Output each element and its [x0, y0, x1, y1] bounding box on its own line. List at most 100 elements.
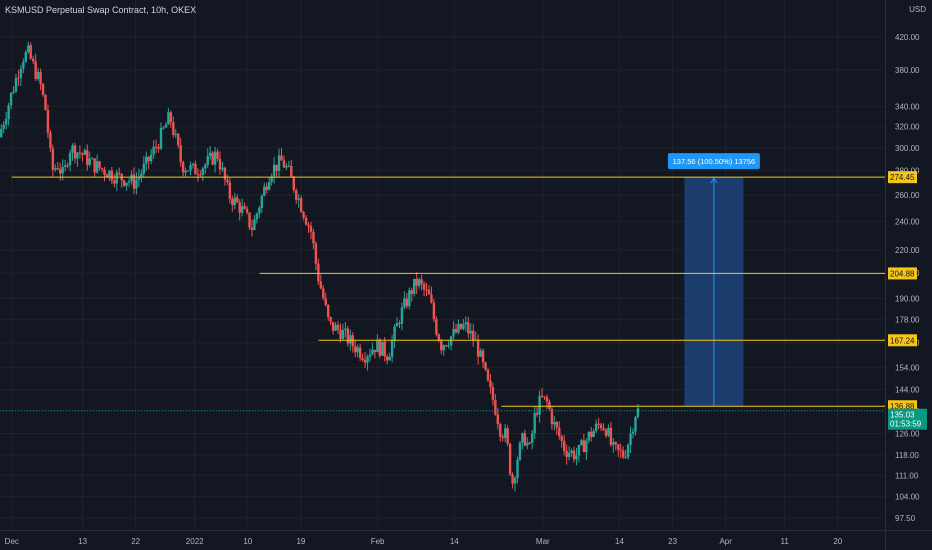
candle-body [216, 151, 219, 159]
candle-body [580, 440, 583, 445]
candle-body [592, 430, 595, 437]
candle-body [132, 174, 136, 189]
candle-body [346, 328, 350, 344]
candle-body [378, 339, 382, 356]
candle-body [240, 206, 244, 213]
currency-label[interactable]: USD [909, 5, 926, 14]
candle-body [196, 174, 200, 176]
candle-body [169, 112, 173, 123]
candle-body [31, 58, 35, 62]
candle-body [452, 328, 455, 337]
candle-body [555, 422, 559, 428]
candle-body [265, 186, 268, 190]
candle-body [267, 181, 271, 190]
candle-body [295, 190, 298, 200]
candle-body [612, 442, 615, 445]
candle-body [516, 459, 519, 478]
candlestick-series [0, 41, 640, 492]
candle-body [629, 433, 632, 445]
candle-body [9, 92, 13, 106]
candle-body [444, 345, 448, 347]
candle-body [570, 450, 573, 454]
candle-body [304, 217, 308, 225]
candle-body [154, 146, 158, 148]
candle-body [526, 442, 529, 446]
candle-body [390, 340, 394, 357]
level-price-label: 167.24 [890, 336, 915, 345]
last-price-tag [888, 408, 927, 430]
candle-body [297, 198, 300, 200]
candle-body [481, 350, 485, 363]
candle-body [604, 429, 608, 436]
candle-body [29, 45, 32, 59]
y-tick-label: 144.00 [895, 386, 920, 395]
candle-body [540, 395, 544, 397]
candle-body [167, 112, 170, 125]
candle-body [356, 347, 359, 353]
candle-body [88, 158, 91, 165]
candle-body [334, 324, 337, 331]
candle-body [149, 154, 153, 162]
candle-body [174, 133, 177, 135]
candle-body [440, 340, 443, 351]
candle-body [420, 279, 423, 284]
candle-body [312, 231, 315, 244]
candle-body [558, 427, 561, 437]
y-tick-label: 97.50 [895, 514, 916, 523]
candle-body [609, 427, 613, 445]
candle-body [447, 345, 450, 347]
x-tick-label: Apr [719, 537, 732, 546]
candle-body [344, 328, 347, 331]
candle-body [590, 431, 593, 437]
candle-body [472, 330, 475, 341]
candle-body [560, 436, 563, 441]
bar-countdown-label: 01:53:59 [890, 420, 922, 429]
level-price-label: 274.45 [890, 173, 915, 182]
candle-body [562, 440, 566, 451]
last-price-label: 135.03 [890, 411, 915, 420]
candle-body [233, 197, 236, 205]
candle-body [275, 164, 278, 172]
candle-body [489, 380, 492, 388]
y-tick-label: 280.00 [895, 167, 920, 176]
measure-label-box [667, 153, 760, 170]
candle-body [137, 176, 141, 180]
x-tick-label: 14 [615, 537, 624, 546]
candle-body [538, 395, 541, 415]
candle-body [93, 158, 96, 173]
candle-body [260, 195, 264, 208]
candle-body [194, 163, 197, 175]
candle-body [508, 443, 512, 475]
candle-body [280, 155, 283, 161]
candle-body [290, 165, 293, 177]
candle-body [499, 424, 502, 437]
candle-body [130, 174, 133, 182]
y-tick-label: 240.00 [895, 217, 920, 226]
candle-body [398, 323, 401, 325]
candle-body [76, 152, 79, 159]
candle-body [145, 156, 148, 164]
candle-body [430, 294, 433, 303]
candle-body [467, 322, 470, 334]
candle-body [34, 61, 37, 79]
candle-body [503, 428, 507, 438]
candle-body [177, 133, 180, 146]
candle-body [585, 440, 588, 453]
candle-body [162, 127, 165, 129]
candle-body [366, 356, 369, 363]
y-tick-label: 190.00 [895, 294, 920, 303]
candle-body [105, 174, 109, 178]
candle-body [634, 417, 637, 432]
candle-body [12, 91, 15, 93]
x-tick-label: 10 [243, 537, 252, 546]
candle-body [506, 428, 509, 444]
candle-body [425, 289, 428, 291]
candle-body [189, 165, 192, 171]
candle-body [17, 77, 20, 79]
y-tick-label: 104.00 [895, 493, 920, 502]
candle-body [299, 198, 303, 213]
candle-body [339, 329, 342, 339]
candle-body [636, 408, 640, 418]
candle-body [373, 349, 377, 353]
